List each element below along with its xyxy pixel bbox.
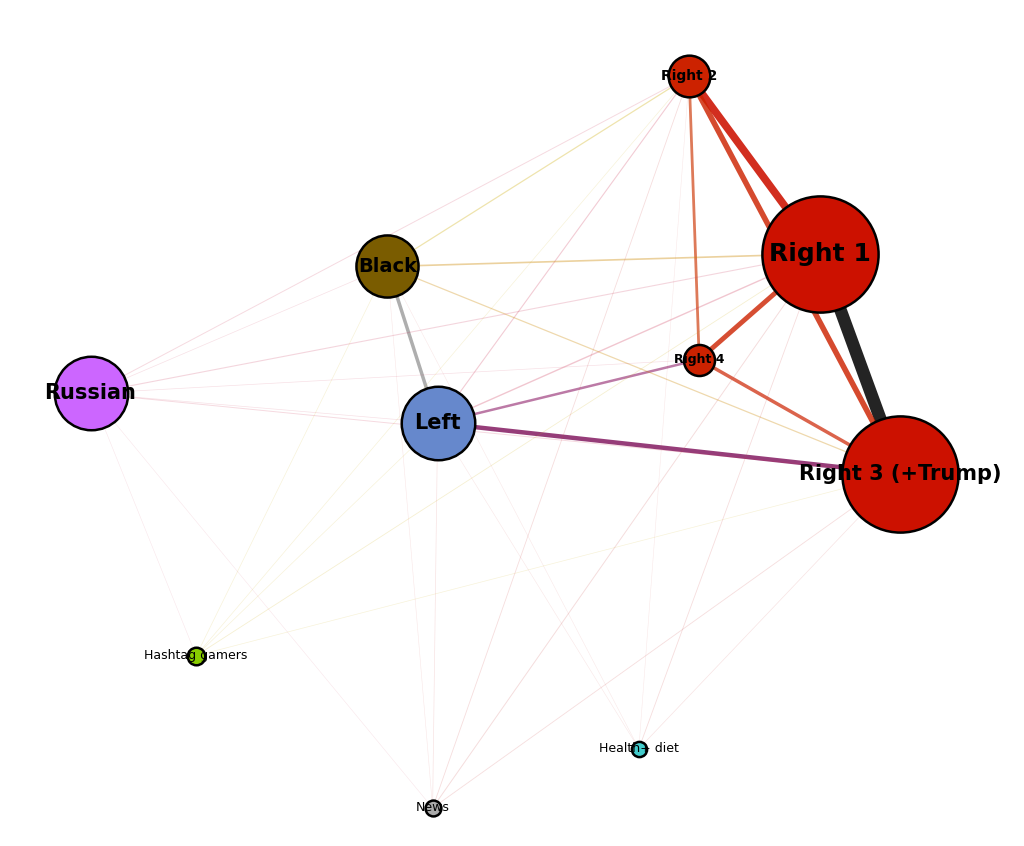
Text: Right 4: Right 4 — [674, 353, 724, 366]
Point — [188, 649, 205, 662]
Text: Hashtag gamers: Hashtag gamers — [144, 649, 248, 662]
Text: Right 1: Right 1 — [769, 242, 870, 266]
Text: Right 2: Right 2 — [660, 69, 718, 83]
Point — [691, 353, 708, 366]
Point — [379, 260, 395, 273]
Point — [82, 387, 98, 400]
Point — [892, 467, 908, 481]
Text: Right 3 (+Trump): Right 3 (+Trump) — [799, 464, 1001, 484]
Point — [631, 742, 647, 755]
Text: Russian: Russian — [45, 383, 136, 404]
Text: Health+ diet: Health+ diet — [599, 742, 679, 755]
Text: Black: Black — [357, 257, 417, 276]
Point — [812, 247, 828, 261]
Point — [429, 416, 445, 430]
Text: Left: Left — [415, 413, 461, 433]
Text: News: News — [416, 801, 450, 815]
Point — [424, 801, 440, 815]
Point — [681, 69, 697, 83]
